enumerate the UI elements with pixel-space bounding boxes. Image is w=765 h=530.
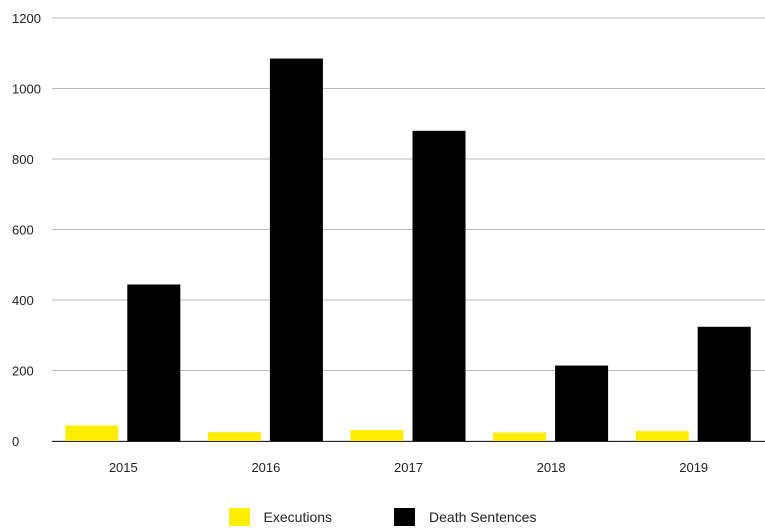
bar-executions-2017[interactable] xyxy=(350,430,404,441)
y-axis-ticks: 0 200 400 600 800 1000 1200 xyxy=(12,11,41,449)
y-tick-label: 0 xyxy=(12,434,19,449)
legend-label-death-sentences: Death Sentences xyxy=(429,509,537,525)
x-tick-label: 2015 xyxy=(109,460,138,475)
legend-item-death-sentences[interactable]: Death Sentences xyxy=(394,508,536,526)
x-tick-label: 2016 xyxy=(251,460,280,475)
legend-swatch-death-sentences xyxy=(394,508,416,526)
y-tick-label: 200 xyxy=(12,364,34,379)
legend-label-executions: Executions xyxy=(263,509,333,525)
x-tick-label: 2017 xyxy=(394,460,423,475)
bar-death-sentences-2015[interactable] xyxy=(127,284,181,441)
bars xyxy=(65,58,751,442)
y-tick-label: 600 xyxy=(12,223,34,238)
bar-executions-2019[interactable] xyxy=(635,431,689,441)
y-tick-label: 400 xyxy=(12,293,34,308)
y-tick-label: 1000 xyxy=(12,82,41,97)
bar-executions-2016[interactable] xyxy=(207,432,261,441)
y-tick-label: 1200 xyxy=(12,11,41,26)
bar-death-sentences-2017[interactable] xyxy=(412,130,466,442)
bar-death-sentences-2019[interactable] xyxy=(697,326,751,441)
bar-executions-2015[interactable] xyxy=(65,425,119,441)
y-tick-label: 800 xyxy=(12,152,34,167)
x-tick-label: 2018 xyxy=(537,460,566,475)
x-tick-label: 2019 xyxy=(679,460,708,475)
bar-death-sentences-2016[interactable] xyxy=(269,58,323,441)
legend-swatch-executions xyxy=(228,508,250,526)
bar-executions-2018[interactable] xyxy=(493,432,547,441)
legend-item-executions[interactable]: Executions xyxy=(228,508,333,526)
bar-death-sentences-2018[interactable] xyxy=(555,365,609,441)
x-axis-ticks: 2015 2016 2017 2018 2019 xyxy=(109,460,708,475)
legend: Executions Death Sentences xyxy=(0,508,765,526)
